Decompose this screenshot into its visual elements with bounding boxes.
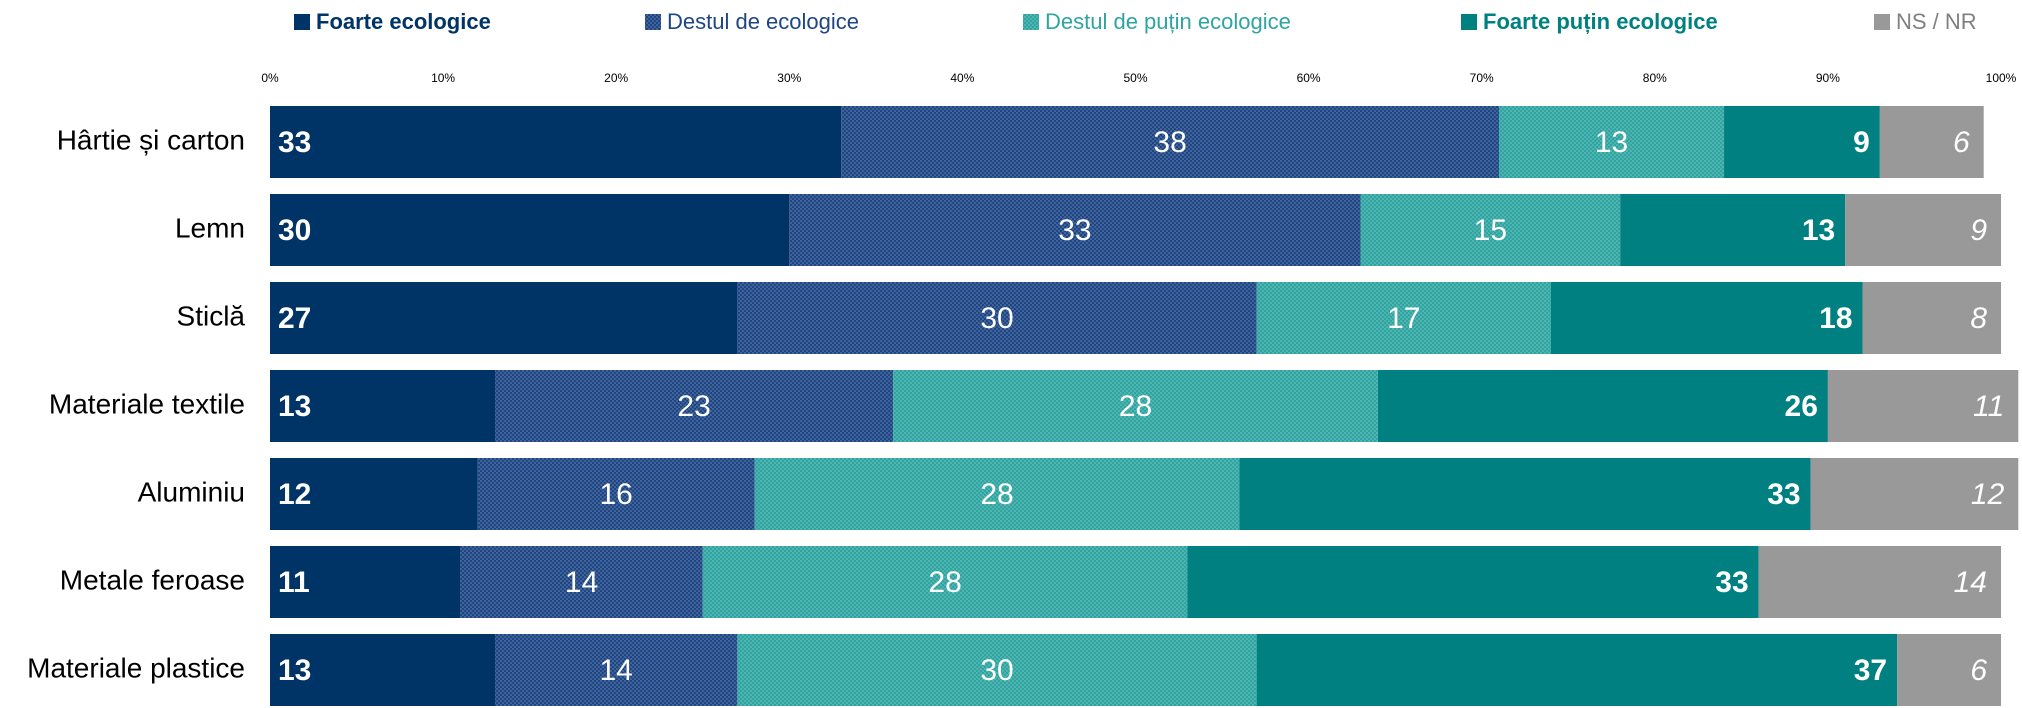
category-label: Hârtie și carton: [57, 124, 245, 155]
value-label: 17: [1387, 302, 1420, 335]
value-label: 16: [600, 478, 633, 511]
bar-texture: [1499, 106, 1725, 178]
bar-segment: [1827, 370, 2019, 442]
bar-segment: [1620, 194, 1846, 266]
bar-segment: [270, 546, 461, 618]
bar-segment: [270, 370, 496, 442]
value-label: 12: [278, 478, 311, 511]
bar-texture: [702, 546, 1188, 618]
value-label: 38: [1153, 126, 1186, 159]
bar-texture: [1256, 282, 1551, 354]
value-label: 30: [278, 214, 311, 247]
bar-segment: [270, 458, 478, 530]
bar-segment: [1550, 282, 1863, 354]
bar-segment: [270, 282, 738, 354]
bar-texture: [789, 194, 1361, 266]
value-label: 14: [1954, 566, 1987, 599]
value-label: 33: [1058, 214, 1091, 247]
bar-texture: [495, 634, 738, 706]
bar-texture: [460, 546, 703, 618]
bar-segment: [1187, 546, 1759, 618]
value-label: 9: [1853, 126, 1870, 159]
category-label: Metale feroase: [60, 564, 245, 595]
x-tick-label: 50%: [1123, 71, 1147, 85]
legend-label: NS / NR: [1896, 9, 1977, 34]
legend-texture: [645, 14, 661, 30]
legend-marker: [1461, 14, 1477, 30]
bar-segment: [1256, 634, 1898, 706]
value-label: 15: [1474, 214, 1507, 247]
bar-segment: [1862, 282, 2001, 354]
value-label: 14: [600, 654, 633, 687]
value-label: 13: [278, 654, 311, 687]
legend-label: Destul de puțin ecologice: [1045, 9, 1291, 34]
bar-texture: [737, 634, 1257, 706]
bar-segment: [270, 106, 842, 178]
value-label: 11: [278, 566, 310, 599]
value-label: 13: [1595, 126, 1628, 159]
x-tick-label: 30%: [777, 71, 801, 85]
value-label: 27: [278, 302, 311, 335]
value-label: 8: [1970, 302, 1987, 335]
bar-texture: [477, 458, 755, 530]
legend-label: Foarte puțin ecologice: [1483, 9, 1718, 34]
value-label: 9: [1970, 214, 1987, 247]
bar-segment: [1810, 458, 2019, 530]
value-label: 28: [928, 566, 961, 599]
value-label: 37: [1854, 654, 1887, 687]
value-label: 33: [1715, 566, 1748, 599]
legend-marker: [1874, 14, 1890, 30]
bar-segment: [1758, 546, 2001, 618]
bar-segment: [270, 194, 790, 266]
value-label: 30: [980, 654, 1013, 687]
value-label: 18: [1819, 302, 1852, 335]
bar-texture: [1360, 194, 1621, 266]
bar-segment: [1377, 370, 1828, 442]
bar-segment: [1879, 106, 1984, 178]
x-tick-label: 0%: [261, 71, 279, 85]
category-label: Materiale plastice: [27, 652, 245, 683]
legend-label: Foarte ecologice: [316, 9, 491, 34]
value-label: 14: [565, 566, 598, 599]
value-label: 33: [278, 126, 311, 159]
legend-label: Destul de ecologice: [667, 9, 859, 34]
bar-texture: [737, 282, 1257, 354]
x-tick-label: 100%: [1986, 71, 2017, 85]
category-label: Lemn: [175, 212, 245, 243]
bar-texture: [754, 458, 1240, 530]
legend-marker: [294, 14, 310, 30]
value-label: 26: [1785, 390, 1818, 423]
category-label: Materiale textile: [49, 388, 245, 419]
value-label: 13: [1802, 214, 1835, 247]
category-label: Aluminiu: [138, 476, 245, 507]
x-tick-label: 20%: [604, 71, 628, 85]
x-tick-label: 10%: [431, 71, 455, 85]
bar-segment: [1724, 106, 1880, 178]
bar-texture: [893, 370, 1378, 442]
bar-segment: [1845, 194, 2001, 266]
bar-texture: [495, 370, 894, 442]
value-label: 33: [1767, 478, 1800, 511]
value-label: 23: [677, 390, 710, 423]
category-label: Sticlă: [177, 300, 246, 331]
value-label: 30: [980, 302, 1013, 335]
x-tick-label: 70%: [1470, 71, 1494, 85]
x-tick-label: 40%: [950, 71, 974, 85]
value-label: 28: [980, 478, 1013, 511]
value-label: 12: [1971, 478, 2005, 511]
legend-texture: [1023, 14, 1039, 30]
value-label: 11: [1973, 390, 2004, 423]
value-label: 6: [1953, 126, 1970, 159]
x-tick-label: 90%: [1816, 71, 1840, 85]
bar-segment: [1897, 634, 2001, 706]
value-label: 13: [278, 390, 311, 423]
bar-texture: [841, 106, 1500, 178]
x-tick-label: 60%: [1297, 71, 1321, 85]
value-label: 28: [1119, 390, 1152, 423]
value-label: 6: [1970, 654, 1987, 687]
x-tick-label: 80%: [1643, 71, 1667, 85]
bar-segment: [1239, 458, 1811, 530]
bar-segment: [270, 634, 496, 706]
